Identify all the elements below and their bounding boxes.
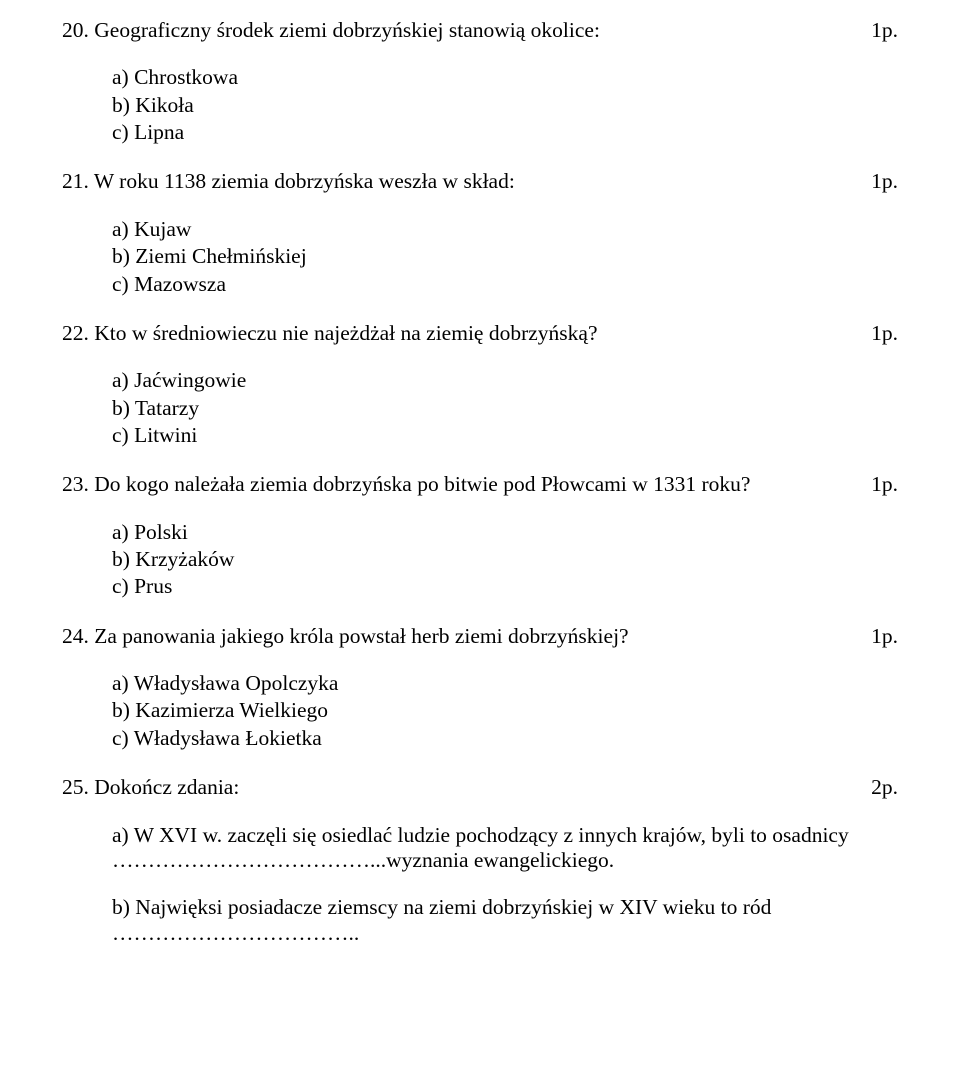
question-number: 23. — [62, 472, 89, 496]
answer-list: a) Chrostkowa b) Kikoła c) Lipna — [112, 65, 898, 145]
answer-option: a) Jaćwingowie — [112, 368, 898, 393]
sub-line: ………………………………...wyznania ewangelickiego. — [112, 848, 898, 873]
question-row: 22. Kto w średniowieczu nie najeżdżał na… — [62, 321, 898, 346]
question-text: 21. W roku 1138 ziemia dobrzyńska weszła… — [62, 169, 871, 194]
answer-option: b) Ziemi Chełmińskiej — [112, 244, 898, 269]
question-number: 25. — [62, 775, 89, 799]
fill-blank-dots: ………………………………... — [112, 848, 386, 872]
question-text: 25. Dokończ zdania: — [62, 775, 871, 800]
quiz-page: 20. Geograficzny środek ziemi dobrzyński… — [0, 0, 960, 1010]
answer-option: a) Władysława Opolczyka — [112, 671, 898, 696]
answer-option: b) Kazimierza Wielkiego — [112, 698, 898, 723]
fill-blank-dots: …………………………….. — [112, 921, 359, 945]
question-points: 1p. — [871, 624, 898, 649]
answer-option: a) Polski — [112, 520, 898, 545]
question-points: 2p. — [871, 775, 898, 800]
answer-option: c) Litwini — [112, 423, 898, 448]
question-row: 25. Dokończ zdania: 2p. — [62, 775, 898, 800]
question-text: 22. Kto w średniowieczu nie najeżdżał na… — [62, 321, 871, 346]
sub-line: b) Najwięksi posiadacze ziemscy na ziemi… — [112, 895, 898, 920]
sub-answer-b: b) Najwięksi posiadacze ziemscy na ziemi… — [112, 895, 898, 946]
answer-option: b) Kikoła — [112, 93, 898, 118]
question-row: 21. W roku 1138 ziemia dobrzyńska weszła… — [62, 169, 898, 194]
answer-list: a) Kujaw b) Ziemi Chełmińskiej c) Mazows… — [112, 217, 898, 297]
question-row: 20. Geograficzny środek ziemi dobrzyński… — [62, 18, 898, 43]
question-row: 24. Za panowania jakiego króla powstał h… — [62, 624, 898, 649]
answer-option: c) Lipna — [112, 120, 898, 145]
question-22: 22. Kto w średniowieczu nie najeżdżał na… — [62, 321, 898, 448]
question-points: 1p. — [871, 321, 898, 346]
question-25: 25. Dokończ zdania: 2p. a) W XVI w. zacz… — [62, 775, 898, 946]
question-body: Za panowania jakiego króla powstał herb … — [94, 624, 628, 648]
sub-answer-a: a) W XVI w. zaczęli się osiedlać ludzie … — [112, 823, 898, 874]
question-body: Dokończ zdania: — [94, 775, 239, 799]
question-text: 20. Geograficzny środek ziemi dobrzyński… — [62, 18, 871, 43]
sub-line: a) W XVI w. zaczęli się osiedlać ludzie … — [112, 823, 898, 848]
answer-option: b) Tatarzy — [112, 396, 898, 421]
answer-option: a) Kujaw — [112, 217, 898, 242]
question-body: Geograficzny środek ziemi dobrzyńskiej s… — [94, 18, 600, 42]
sub-answer-list: a) W XVI w. zaczęli się osiedlać ludzie … — [112, 823, 898, 946]
question-24: 24. Za panowania jakiego króla powstał h… — [62, 624, 898, 751]
question-number: 21. — [62, 169, 89, 193]
answer-option: c) Prus — [112, 574, 898, 599]
question-body: Do kogo należała ziemia dobrzyńska po bi… — [94, 472, 750, 496]
question-text: 24. Za panowania jakiego króla powstał h… — [62, 624, 871, 649]
question-points: 1p. — [871, 472, 898, 497]
question-21: 21. W roku 1138 ziemia dobrzyńska weszła… — [62, 169, 898, 296]
answer-option: a) Chrostkowa — [112, 65, 898, 90]
sub-line: …………………………….. — [112, 921, 898, 946]
question-row: 23. Do kogo należała ziemia dobrzyńska p… — [62, 472, 898, 497]
answer-option: b) Krzyżaków — [112, 547, 898, 572]
answer-list: a) Polski b) Krzyżaków c) Prus — [112, 520, 898, 600]
answer-list: a) Władysława Opolczyka b) Kazimierza Wi… — [112, 671, 898, 751]
question-body: W roku 1138 ziemia dobrzyńska weszła w s… — [94, 169, 515, 193]
question-points: 1p. — [871, 18, 898, 43]
question-points: 1p. — [871, 169, 898, 194]
question-text: 23. Do kogo należała ziemia dobrzyńska p… — [62, 472, 871, 497]
answer-option: c) Mazowsza — [112, 272, 898, 297]
answer-list: a) Jaćwingowie b) Tatarzy c) Litwini — [112, 368, 898, 448]
question-23: 23. Do kogo należała ziemia dobrzyńska p… — [62, 472, 898, 599]
question-number: 22. — [62, 321, 89, 345]
question-number: 24. — [62, 624, 89, 648]
question-number: 20. — [62, 18, 89, 42]
question-20: 20. Geograficzny środek ziemi dobrzyński… — [62, 18, 898, 145]
question-body: Kto w średniowieczu nie najeżdżał na zie… — [94, 321, 597, 345]
answer-option: c) Władysława Łokietka — [112, 726, 898, 751]
